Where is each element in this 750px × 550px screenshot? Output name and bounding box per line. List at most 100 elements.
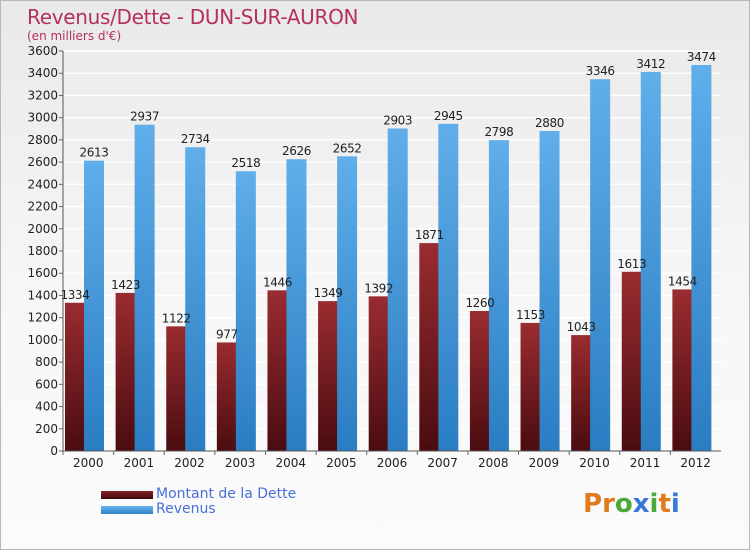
logo-letter: t [658,489,671,519]
data-label-revenue: 2613 [80,146,109,160]
bar-revenue [286,159,307,451]
bar-debt [216,342,237,451]
bar-revenue [235,171,256,451]
x-tick-label: 2001 [124,456,155,470]
data-label-debt: 977 [216,327,238,341]
x-tick-label: 2002 [174,456,205,470]
data-label-debt: 1392 [364,281,393,295]
bar-revenue [185,147,206,451]
bar-revenue [691,65,712,451]
data-label-revenue: 3412 [636,57,665,71]
data-label-revenue: 3474 [687,50,716,64]
x-tick-label: 2000 [73,456,104,470]
data-label-revenue: 2903 [383,113,412,127]
y-tick-label: 3000 [27,111,58,125]
bar-revenue [387,128,408,451]
y-tick-label: 400 [35,400,58,414]
x-tick-label: 2006 [377,456,408,470]
y-tick-label: 600 [35,377,58,391]
legend-swatch-debt [101,491,153,499]
chart-subtitle: (en milliers d'€) [27,29,122,43]
data-label-debt: 1613 [617,257,646,271]
bar-debt [621,271,642,451]
y-tick-label: 2200 [27,200,58,214]
bar-debt [469,311,490,451]
y-tick-label: 3600 [27,44,58,58]
legend-label-revenue: Revenus [156,501,216,517]
data-label-revenue: 2945 [434,109,463,123]
data-label-debt: 1423 [111,278,140,292]
x-tick-label: 2011 [630,456,661,470]
x-tick-label: 2004 [275,456,306,470]
x-tick-label: 2005 [326,456,357,470]
logo-letter: r [602,489,615,519]
data-label-debt: 1260 [465,296,494,310]
data-label-revenue: 2626 [282,144,311,158]
y-tick-label: 0 [50,444,58,458]
data-label-revenue: 2652 [333,141,362,155]
y-tick-label: 800 [35,355,58,369]
logo-letter: i [649,489,659,519]
bar-revenue [640,71,661,451]
bar-debt [571,335,592,451]
x-tick-label: 2012 [680,456,711,470]
bar-debt [520,322,541,451]
legend-swatch-revenue [101,506,153,514]
bar-debt [166,326,187,451]
logo-letter: x [632,489,650,519]
y-tick-label: 2000 [27,222,58,236]
legend-label-debt: Montant de la Dette [156,486,297,502]
y-tick-label: 1800 [27,244,58,258]
x-tick-label: 2010 [579,456,610,470]
bar-revenue [438,123,459,452]
data-label-revenue: 2734 [181,132,210,146]
y-tick-label: 2600 [27,155,58,169]
bar-revenue [590,79,611,451]
x-tick-label: 2003 [225,456,256,470]
y-tick-label: 200 [35,422,58,436]
bar-revenue [84,160,104,451]
y-tick-label: 3200 [27,88,58,102]
data-label-debt: 1334 [61,288,90,302]
data-label-debt: 1446 [263,275,292,289]
bar-debt [115,292,136,451]
y-tick-label: 1400 [27,288,58,302]
x-tick-label: 2007 [427,456,458,470]
y-tick-label: 2400 [27,177,58,191]
data-label-debt: 1122 [162,311,191,325]
data-label-debt: 1153 [516,308,545,322]
data-label-debt: 1043 [567,320,596,334]
data-label-revenue: 2798 [484,125,513,139]
x-tick-label: 2009 [529,456,560,470]
x-tick-label: 2008 [478,456,509,470]
y-tick-label: 3400 [27,66,58,80]
bar-debt [65,302,85,451]
bar-revenue [488,140,509,451]
bar-revenue [539,131,560,451]
data-label-debt: 1871 [415,228,444,242]
logo-letter: o [614,489,633,519]
proxiti-logo: Proxiti [583,489,680,519]
bar-debt [267,290,288,451]
data-label-revenue: 2518 [231,156,260,170]
data-label-debt: 1349 [314,286,343,300]
y-tick-label: 1600 [27,266,58,280]
bar-revenue [134,124,155,452]
logo-letter: P [583,489,603,519]
bar-debt [672,289,693,451]
logo-letter: i [670,489,680,519]
data-label-revenue: 3346 [586,64,615,78]
chart-title: Revenus/Dette - DUN-SUR-AURON [27,5,359,29]
bar-revenue [337,156,358,452]
y-tick-label: 1200 [27,311,58,325]
bar-debt [419,243,440,451]
bar-debt [368,296,389,451]
bar-debt [318,301,339,451]
y-tick-label: 1000 [27,333,58,347]
y-tick-label: 2800 [27,133,58,147]
data-label-debt: 1454 [668,274,697,288]
data-label-revenue: 2937 [130,110,159,124]
data-label-revenue: 2880 [535,116,564,130]
